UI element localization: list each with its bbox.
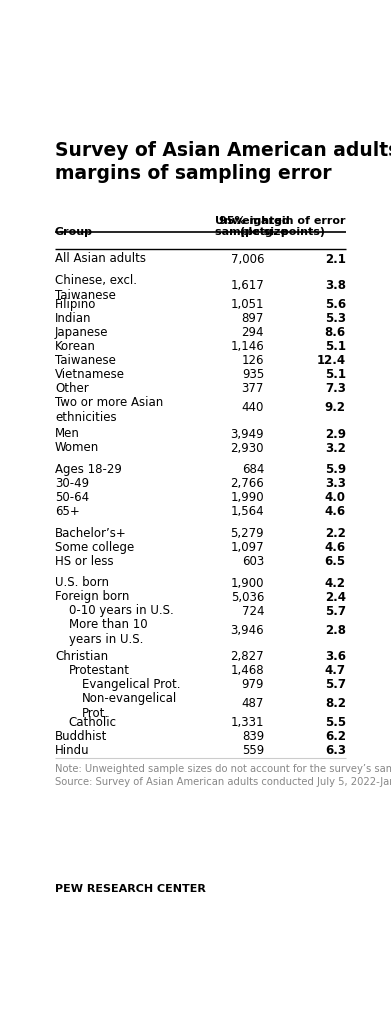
Text: 1,990: 1,990 xyxy=(230,492,264,505)
Text: 126: 126 xyxy=(242,354,264,368)
Text: 1,617: 1,617 xyxy=(230,280,264,292)
Text: 7.3: 7.3 xyxy=(325,382,346,395)
Text: 12.4: 12.4 xyxy=(317,354,346,368)
Text: 377: 377 xyxy=(242,382,264,395)
Text: 8.2: 8.2 xyxy=(325,697,346,711)
Text: 5.1: 5.1 xyxy=(325,340,346,353)
Text: Men: Men xyxy=(55,427,80,440)
Text: Some college: Some college xyxy=(55,541,134,554)
Text: Survey of Asian American adults
margins of sampling error: Survey of Asian American adults margins … xyxy=(55,141,391,182)
Text: Women: Women xyxy=(55,441,99,455)
Text: 5.9: 5.9 xyxy=(325,464,346,476)
Text: HS or less: HS or less xyxy=(55,555,113,567)
Text: Filipino: Filipino xyxy=(55,298,96,310)
Text: 4.6: 4.6 xyxy=(325,506,346,518)
Text: 3.8: 3.8 xyxy=(325,280,346,292)
Text: 2,766: 2,766 xyxy=(230,477,264,490)
Text: Ages 18-29: Ages 18-29 xyxy=(55,463,122,476)
Text: 979: 979 xyxy=(242,678,264,691)
Text: Indian: Indian xyxy=(55,311,91,325)
Text: Vietnamese: Vietnamese xyxy=(55,368,125,381)
Text: 4.2: 4.2 xyxy=(325,577,346,590)
Text: 1,468: 1,468 xyxy=(230,665,264,677)
Text: 1,097: 1,097 xyxy=(230,541,264,554)
Text: Catholic: Catholic xyxy=(68,716,117,729)
Text: 4.0: 4.0 xyxy=(325,492,346,505)
Text: 0-10 years in U.S.: 0-10 years in U.S. xyxy=(68,604,173,617)
Text: Chinese, excl.
Taiwanese: Chinese, excl. Taiwanese xyxy=(55,273,137,302)
Text: U.S. born: U.S. born xyxy=(55,577,109,589)
Text: Korean: Korean xyxy=(55,340,96,352)
Text: Other: Other xyxy=(55,382,89,394)
Text: 95% margin of error
(pctg. points): 95% margin of error (pctg. points) xyxy=(219,216,346,238)
Text: 5.1: 5.1 xyxy=(325,369,346,381)
Text: Bachelor’s+: Bachelor’s+ xyxy=(55,526,127,540)
Text: 603: 603 xyxy=(242,555,264,568)
Text: 1,146: 1,146 xyxy=(230,340,264,353)
Text: Non-evangelical
Prot.: Non-evangelical Prot. xyxy=(82,692,178,720)
Text: 5,279: 5,279 xyxy=(230,527,264,540)
Text: 5.6: 5.6 xyxy=(325,298,346,311)
Text: Protestant: Protestant xyxy=(68,664,129,677)
Text: PEW RESEARCH CENTER: PEW RESEARCH CENTER xyxy=(55,884,206,894)
Text: 2.1: 2.1 xyxy=(325,253,346,265)
Text: Buddhist: Buddhist xyxy=(55,730,107,742)
Text: 1,564: 1,564 xyxy=(230,506,264,518)
Text: 724: 724 xyxy=(242,605,264,617)
Text: Unweighted
sample size: Unweighted sample size xyxy=(215,216,289,238)
Text: 50-64: 50-64 xyxy=(55,490,89,504)
Text: 839: 839 xyxy=(242,730,264,743)
Text: Evangelical Prot.: Evangelical Prot. xyxy=(82,678,181,691)
Text: 3.3: 3.3 xyxy=(325,477,346,490)
Text: 3.2: 3.2 xyxy=(325,441,346,455)
Text: 6.3: 6.3 xyxy=(325,744,346,757)
Text: 3.6: 3.6 xyxy=(325,650,346,664)
Text: Group: Group xyxy=(55,227,93,238)
Text: 9.2: 9.2 xyxy=(325,401,346,414)
Text: More than 10
years in U.S.: More than 10 years in U.S. xyxy=(68,618,147,646)
Text: 6.5: 6.5 xyxy=(325,555,346,568)
Text: 1,900: 1,900 xyxy=(231,577,264,590)
Text: 487: 487 xyxy=(242,697,264,711)
Text: 2.8: 2.8 xyxy=(325,624,346,637)
Text: 2.2: 2.2 xyxy=(325,527,346,540)
Text: 684: 684 xyxy=(242,464,264,476)
Text: Two or more Asian
ethnicities: Two or more Asian ethnicities xyxy=(55,395,163,424)
Text: 5.7: 5.7 xyxy=(325,678,346,691)
Text: 2,827: 2,827 xyxy=(230,650,264,664)
Text: Foreign born: Foreign born xyxy=(55,590,129,603)
Text: 2,930: 2,930 xyxy=(231,441,264,455)
Text: 5.3: 5.3 xyxy=(325,312,346,326)
Text: 5.7: 5.7 xyxy=(325,605,346,617)
Text: 30-49: 30-49 xyxy=(55,477,89,489)
Text: Note: Unweighted sample sizes do not account for the survey’s sample design or w: Note: Unweighted sample sizes do not acc… xyxy=(55,764,391,786)
Text: Japanese: Japanese xyxy=(55,326,108,339)
Text: 2.9: 2.9 xyxy=(325,428,346,440)
Text: 7,006: 7,006 xyxy=(231,253,264,265)
Text: 559: 559 xyxy=(242,744,264,757)
Text: 6.2: 6.2 xyxy=(325,730,346,743)
Text: 935: 935 xyxy=(242,369,264,381)
Text: Hindu: Hindu xyxy=(55,743,90,757)
Text: All Asian adults: All Asian adults xyxy=(55,252,146,265)
Text: 1,051: 1,051 xyxy=(231,298,264,311)
Text: 440: 440 xyxy=(242,401,264,414)
Text: 2.4: 2.4 xyxy=(325,591,346,604)
Text: 5,036: 5,036 xyxy=(231,591,264,604)
Text: 897: 897 xyxy=(242,312,264,326)
Text: 65+: 65+ xyxy=(55,505,80,518)
Text: 3,946: 3,946 xyxy=(230,624,264,637)
Text: 4.7: 4.7 xyxy=(325,665,346,677)
Text: 8.6: 8.6 xyxy=(325,327,346,339)
Text: 1,331: 1,331 xyxy=(231,716,264,729)
Text: 4.6: 4.6 xyxy=(325,541,346,554)
Text: 3,949: 3,949 xyxy=(230,428,264,440)
Text: Christian: Christian xyxy=(55,650,108,663)
Text: 294: 294 xyxy=(242,327,264,339)
Text: Taiwanese: Taiwanese xyxy=(55,353,116,367)
Text: 5.5: 5.5 xyxy=(325,716,346,729)
